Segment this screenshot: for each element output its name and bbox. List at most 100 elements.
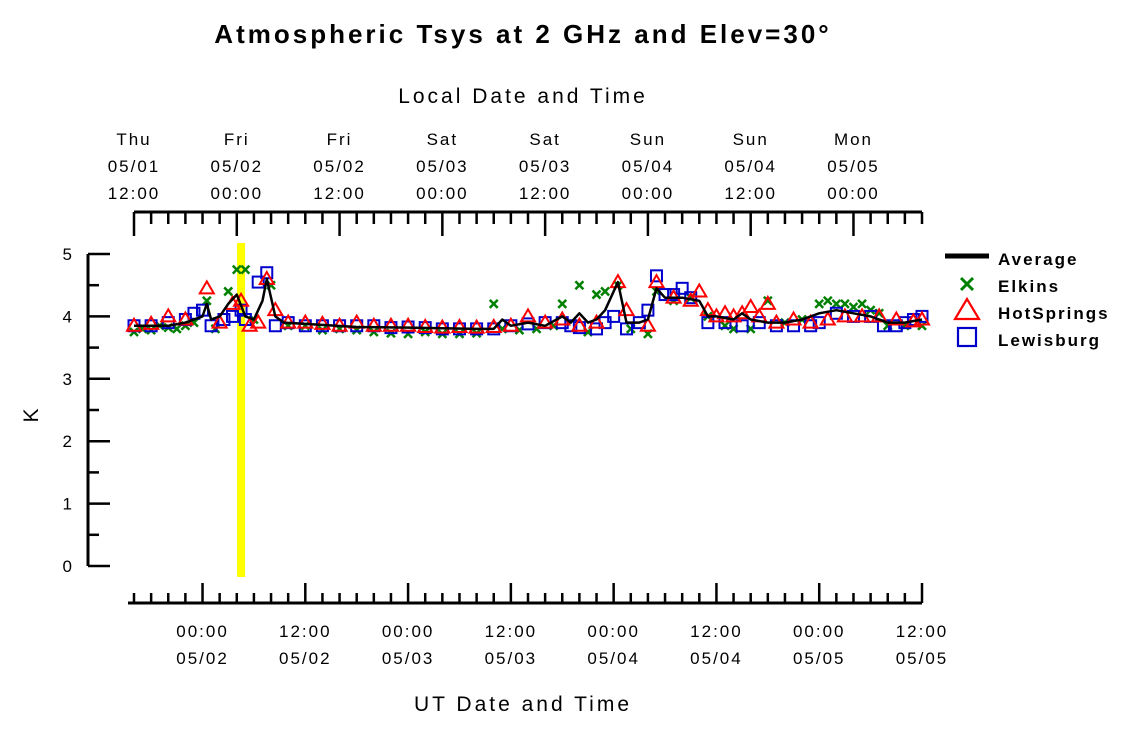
- point-elkins: [488, 299, 499, 309]
- point-hotsprings: [819, 310, 837, 326]
- point-elkins: [857, 299, 867, 309]
- point-hotsprings: [870, 307, 888, 323]
- point-elkins: [146, 325, 157, 336]
- point-elkins: [574, 280, 585, 291]
- point-elkins: [557, 299, 568, 309]
- point-lewisburg: [889, 319, 903, 333]
- legend-item-hotsprings: HotSprings: [953, 296, 1110, 323]
- point-elkins: [600, 286, 610, 297]
- series-line-average: [134, 277, 923, 331]
- point-lewisburg: [161, 316, 175, 330]
- point-hotsprings: [741, 298, 760, 314]
- highlight-bar: [237, 243, 246, 577]
- bottom-tick-date: 05/05: [896, 649, 949, 668]
- series-lewisburg: [127, 266, 929, 336]
- point-hotsprings: [296, 313, 315, 329]
- point-hotsprings: [784, 310, 803, 326]
- bottom-tick-time: 12:00: [896, 622, 949, 641]
- top-tick-time: 00:00: [622, 184, 675, 203]
- top-tick-day: Sun: [630, 130, 666, 149]
- point-hotsprings: [142, 314, 160, 330]
- top-tick-day: Thu: [116, 130, 151, 149]
- point-hotsprings: [536, 313, 554, 329]
- top-tick-time: 00:00: [416, 184, 469, 203]
- legend-item-average: Average: [945, 250, 1078, 269]
- legend-swatch: [953, 296, 981, 321]
- point-hotsprings: [759, 294, 777, 310]
- point-hotsprings: [433, 318, 452, 334]
- top-tick-time: 00:00: [827, 184, 880, 203]
- bottom-tick-time: 12:00: [485, 622, 538, 641]
- bottom-tick-date: 05/02: [176, 649, 229, 668]
- legend-swatch: [956, 326, 978, 348]
- series-average: [134, 277, 923, 331]
- top-tick-time: 12:00: [519, 184, 572, 203]
- point-hotsprings: [836, 307, 854, 323]
- bottom-tick-date: 05/04: [587, 649, 640, 668]
- top-tick-day: Sat: [427, 130, 459, 149]
- point-hotsprings: [467, 318, 486, 334]
- legend-label: Average: [998, 250, 1078, 269]
- legend-item-lewisburg: Lewisburg: [956, 326, 1101, 350]
- top-tick-day: Sat: [529, 130, 561, 149]
- point-hotsprings: [801, 313, 820, 329]
- bottom-tick-time: 12:00: [279, 622, 332, 641]
- top-tick-date: 05/04: [724, 157, 777, 176]
- point-elkins: [591, 289, 602, 300]
- bottom-tick-date: 05/03: [382, 649, 435, 668]
- legend-label: HotSprings: [998, 304, 1110, 323]
- point-hotsprings: [450, 318, 469, 334]
- point-hotsprings: [382, 316, 400, 332]
- point-hotsprings: [570, 316, 589, 332]
- point-hotsprings: [313, 314, 332, 330]
- point-elkins: [201, 295, 212, 306]
- top-tick-day: Fri: [224, 130, 250, 149]
- top-tick-date: 05/03: [519, 157, 572, 176]
- point-hotsprings: [365, 316, 383, 332]
- bottom-tick-date: 05/02: [279, 649, 332, 668]
- point-hotsprings: [159, 307, 178, 323]
- top-tick-time: 00:00: [211, 184, 264, 203]
- point-hotsprings: [249, 313, 267, 329]
- point-lewisburg: [675, 281, 689, 295]
- point-elkins: [231, 264, 242, 275]
- legend-label: Lewisburg: [998, 331, 1101, 350]
- point-lewisburg: [251, 275, 265, 289]
- top-tick-date: 05/04: [622, 157, 675, 176]
- point-hotsprings: [399, 316, 417, 332]
- top-tick-time: 12:00: [108, 184, 161, 203]
- y-tick-label: 4: [63, 307, 74, 326]
- top-tick-date: 05/01: [108, 157, 161, 176]
- point-hotsprings: [210, 313, 229, 329]
- bottom-tick-time: 12:00: [690, 622, 743, 641]
- point-elkins: [831, 299, 842, 309]
- legend-item-elkins: Elkins: [959, 276, 1058, 296]
- point-elkins: [822, 295, 833, 306]
- point-hotsprings: [690, 282, 709, 298]
- top-tick-time: 12:00: [724, 184, 777, 203]
- point-elkins: [814, 299, 825, 309]
- point-elkins: [240, 264, 251, 275]
- top-tick-time: 12:00: [313, 184, 366, 203]
- point-lewisburg: [607, 309, 621, 323]
- x-axis-label: UT Date and Time: [414, 693, 632, 716]
- y-tick-label: 1: [63, 495, 74, 514]
- top-tick-day: Fri: [327, 130, 353, 149]
- bottom-tick-time: 00:00: [382, 622, 435, 641]
- point-lewisburg: [268, 319, 282, 333]
- point-elkins: [317, 325, 328, 336]
- y-axis-label: K: [20, 405, 43, 422]
- top-axis-label: Local Date and Time: [398, 85, 648, 108]
- top-tick-day: Mon: [834, 130, 873, 149]
- top-tick-date: 05/02: [211, 157, 264, 176]
- y-tick-label: 3: [63, 370, 74, 389]
- chart-title: Atmospheric Tsys at 2 GHz and Elev=30°: [214, 19, 831, 49]
- bottom-tick-time: 00:00: [587, 622, 640, 641]
- bottom-tick-date: 05/05: [793, 649, 846, 668]
- point-hotsprings: [416, 318, 434, 334]
- top-tick-day: Sun: [733, 130, 769, 149]
- top-tick-date: 05/03: [416, 157, 469, 176]
- point-hotsprings: [198, 279, 216, 295]
- point-elkins: [223, 286, 234, 297]
- bottom-tick-time: 00:00: [176, 622, 229, 641]
